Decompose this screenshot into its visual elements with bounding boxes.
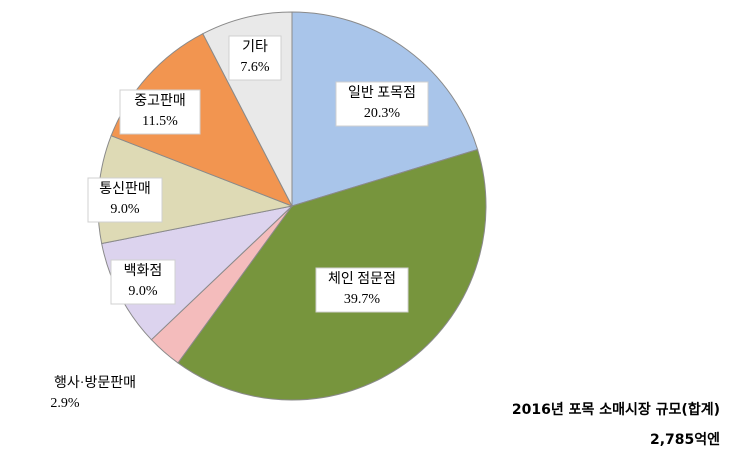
chart-title: 2016년 포목 소매시장 규모(합계) [512, 401, 720, 418]
slice-value-label: 2.9% [50, 396, 80, 411]
label-box [315, 267, 409, 313]
slice-label: 체인 점문점 [328, 271, 396, 287]
slice-value-label: 20.3% [364, 106, 401, 121]
label-box [228, 35, 282, 81]
label-box [110, 259, 176, 305]
slice-label: 일반 포목점 [348, 85, 416, 101]
slice-value-label: 7.6% [240, 60, 270, 75]
label-box [335, 81, 429, 127]
slice-value-label: 9.0% [128, 284, 158, 299]
slice-value-label: 11.5% [142, 114, 178, 129]
label-box [119, 89, 201, 135]
slice-label: 통신판매 [99, 181, 151, 197]
slice-label: 기타 [242, 39, 268, 55]
pie-slice [110, 33, 294, 207]
slice-label: 백화점 [124, 263, 163, 279]
chart-subtitle: 2,785억엔 [650, 431, 720, 448]
label-box [87, 177, 163, 223]
slice-value-label: 39.7% [344, 292, 381, 307]
slice-value-label: 9.0% [110, 202, 140, 217]
slice-label: 행사·방문판매 [54, 375, 136, 391]
slice-label: 중고판매 [134, 93, 186, 109]
